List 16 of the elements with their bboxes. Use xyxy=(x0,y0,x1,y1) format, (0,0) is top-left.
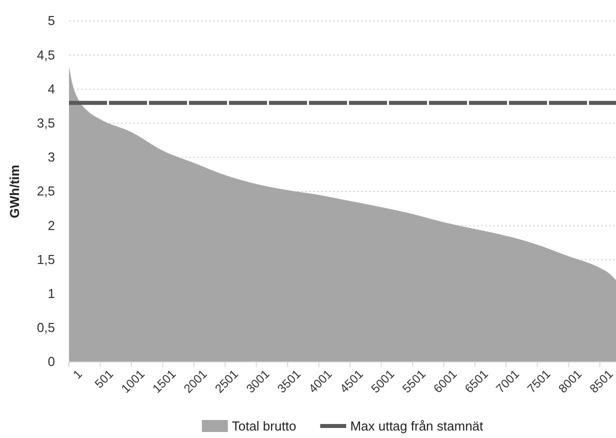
legend-label: Max uttag från stamnät xyxy=(350,418,484,434)
y-tick-label: 4 xyxy=(48,81,55,96)
legend-label: Total brutto xyxy=(232,418,296,434)
x-tick-label: 1 xyxy=(70,366,86,382)
y-tick-label: 0 xyxy=(48,354,55,370)
y-tick-label: 1 xyxy=(48,286,55,301)
x-tick-label: 501 xyxy=(92,366,116,392)
y-tick-label: 3 xyxy=(48,150,55,165)
y-tick-label: 0,5 xyxy=(36,320,55,336)
y-axis-title: GWh/tim xyxy=(7,164,22,218)
y-tick-label: 2,5 xyxy=(36,184,55,199)
y-tick-label: 2 xyxy=(48,218,55,233)
y-tick-label: 1,5 xyxy=(36,252,55,267)
y-tick-label: 5 xyxy=(48,13,55,28)
y-tick-label: 4,5 xyxy=(36,47,55,62)
y-tick-label: 3,5 xyxy=(36,115,55,130)
